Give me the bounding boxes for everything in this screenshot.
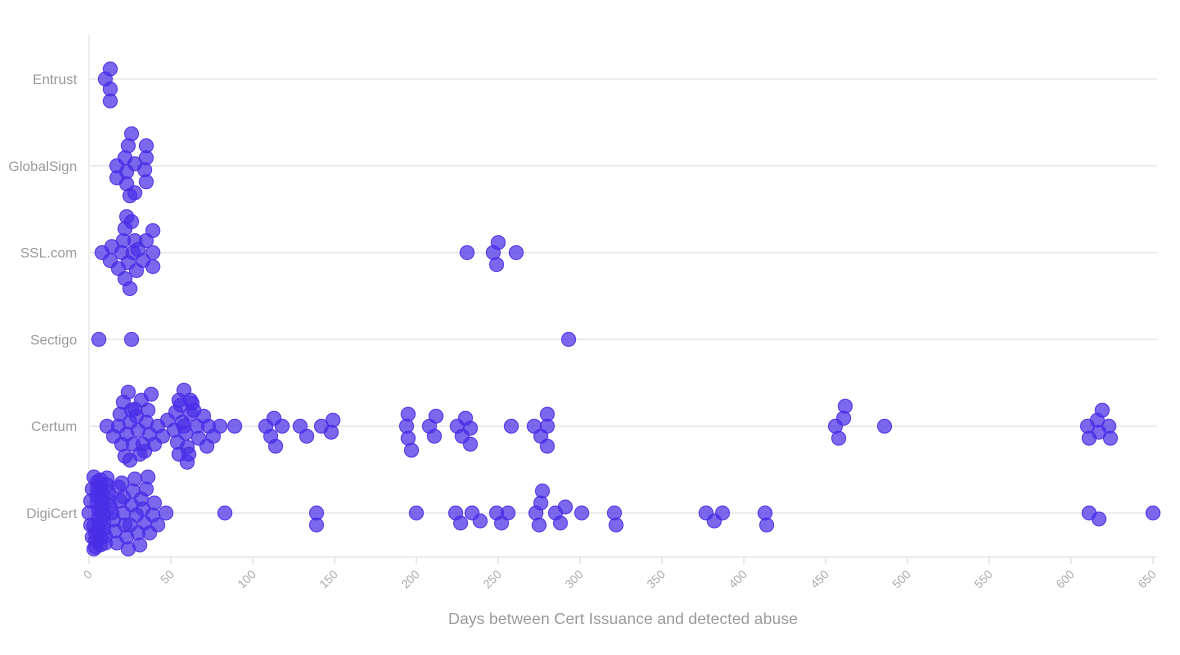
- data-point-globalsign[interactable]: [138, 174, 154, 190]
- data-point-ssl-com[interactable]: [145, 259, 161, 275]
- data-point-certum[interactable]: [403, 442, 419, 458]
- data-point-entrust[interactable]: [102, 61, 118, 77]
- data-point-digicert[interactable]: [500, 505, 516, 521]
- data-point-certum[interactable]: [140, 402, 156, 418]
- data-point-certum[interactable]: [120, 384, 136, 400]
- data-point-globalsign[interactable]: [127, 185, 143, 201]
- x-axis: 0 50 100 150 200 250 300 350 400 450 500 550 600 650: [80, 556, 1159, 591]
- x-tick-label: 500: [890, 567, 914, 591]
- y-axis-labels: Entrust GlobalSign SSL.com Sectigo Certum Dig…: [9, 71, 78, 521]
- data-point-globalsign[interactable]: [138, 138, 154, 154]
- data-point-certum[interactable]: [462, 420, 478, 436]
- data-point-digicert[interactable]: [759, 517, 775, 533]
- x-tick-label: 150: [317, 567, 341, 591]
- data-point-certum[interactable]: [462, 436, 478, 452]
- data-points: [81, 61, 1161, 557]
- y-tick-label: SSL.com: [20, 245, 77, 261]
- data-point-ssl-com[interactable]: [459, 245, 475, 261]
- data-point-ssl-com[interactable]: [145, 245, 161, 261]
- data-point-digicert[interactable]: [531, 517, 547, 533]
- x-tick-label: 0: [80, 567, 95, 582]
- data-point-digicert[interactable]: [574, 505, 590, 521]
- y-tick-label: Entrust: [33, 71, 77, 87]
- data-point-digicert[interactable]: [557, 499, 573, 515]
- data-point-certum[interactable]: [325, 412, 341, 428]
- y-tick-label: GlobalSign: [9, 158, 78, 174]
- data-point-sectigo[interactable]: [124, 331, 140, 347]
- data-point-ssl-com[interactable]: [490, 235, 506, 251]
- data-point-certum[interactable]: [877, 418, 893, 434]
- data-point-digicert[interactable]: [453, 515, 469, 531]
- data-point-certum[interactable]: [1102, 430, 1118, 446]
- data-point-certum[interactable]: [1094, 402, 1110, 418]
- data-point-ssl-com[interactable]: [508, 245, 524, 261]
- data-point-certum[interactable]: [539, 406, 555, 422]
- data-point-digicert[interactable]: [132, 537, 148, 553]
- y-tick-label: DigiCert: [26, 505, 77, 521]
- data-point-ssl-com[interactable]: [489, 257, 505, 273]
- x-tick-label: 650: [1135, 567, 1159, 591]
- data-point-digicert[interactable]: [714, 505, 730, 521]
- data-point-certum[interactable]: [227, 418, 243, 434]
- data-point-certum[interactable]: [181, 446, 197, 462]
- data-point-certum[interactable]: [299, 428, 315, 444]
- data-point-ssl-com[interactable]: [145, 223, 161, 239]
- data-point-certum[interactable]: [539, 438, 555, 454]
- data-point-entrust[interactable]: [102, 93, 118, 109]
- data-point-certum[interactable]: [268, 438, 284, 454]
- data-point-certum[interactable]: [837, 398, 853, 414]
- x-tick-label: 550: [971, 567, 995, 591]
- y-tick-label: Sectigo: [30, 331, 77, 347]
- data-point-digicert[interactable]: [217, 505, 233, 521]
- x-tick-label: 300: [562, 567, 586, 591]
- data-point-certum[interactable]: [274, 418, 290, 434]
- data-point-digicert[interactable]: [472, 513, 488, 529]
- data-point-certum[interactable]: [426, 428, 442, 444]
- y-tick-label: Certum: [31, 418, 77, 434]
- data-point-digicert[interactable]: [1091, 511, 1107, 527]
- data-point-certum[interactable]: [831, 430, 847, 446]
- data-point-digicert[interactable]: [140, 469, 156, 485]
- x-tick-label: 600: [1053, 567, 1077, 591]
- data-point-digicert[interactable]: [146, 495, 162, 511]
- data-point-digicert[interactable]: [309, 517, 325, 533]
- x-tick-label: 400: [726, 567, 750, 591]
- x-tick-label: 350: [644, 567, 668, 591]
- data-point-ssl-com[interactable]: [122, 281, 138, 297]
- x-tick-label: 250: [480, 567, 504, 591]
- data-point-certum[interactable]: [400, 406, 416, 422]
- data-point-certum[interactable]: [503, 418, 519, 434]
- data-point-certum[interactable]: [212, 418, 228, 434]
- data-point-digicert[interactable]: [534, 483, 550, 499]
- data-point-digicert[interactable]: [408, 505, 424, 521]
- data-point-digicert[interactable]: [1145, 505, 1161, 521]
- data-point-digicert[interactable]: [158, 505, 174, 521]
- data-point-sectigo[interactable]: [91, 331, 107, 347]
- data-point-digicert[interactable]: [552, 515, 568, 531]
- data-point-digicert[interactable]: [127, 471, 143, 487]
- data-point-sectigo[interactable]: [561, 331, 577, 347]
- x-tick-label: 50: [158, 567, 178, 587]
- data-point-certum[interactable]: [428, 408, 444, 424]
- data-point-globalsign[interactable]: [124, 126, 140, 142]
- x-tick-label: 450: [808, 567, 832, 591]
- data-point-digicert[interactable]: [150, 517, 166, 533]
- gridlines: [88, 35, 1157, 557]
- data-point-certum[interactable]: [143, 386, 159, 402]
- x-tick-label: 100: [235, 567, 259, 591]
- x-axis-label: Days between Cert Issuance and detected …: [448, 611, 798, 628]
- data-point-digicert[interactable]: [608, 517, 624, 533]
- data-point-ssl-com[interactable]: [124, 214, 140, 230]
- x-tick-label: 200: [398, 567, 422, 591]
